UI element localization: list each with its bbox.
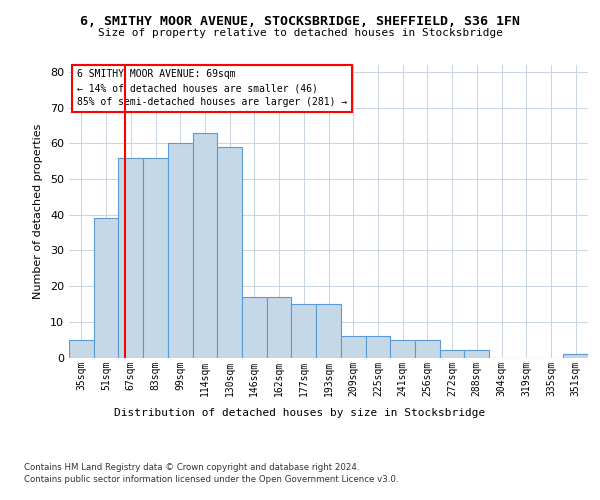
- Bar: [267, 297, 292, 358]
- Bar: [292, 304, 316, 358]
- Bar: [242, 297, 267, 358]
- Bar: [118, 158, 143, 358]
- Text: Contains public sector information licensed under the Open Government Licence v3: Contains public sector information licen…: [24, 475, 398, 484]
- Bar: [217, 147, 242, 358]
- Bar: [143, 158, 168, 358]
- Bar: [390, 340, 415, 357]
- Text: 6, SMITHY MOOR AVENUE, STOCKSBRIDGE, SHEFFIELD, S36 1FN: 6, SMITHY MOOR AVENUE, STOCKSBRIDGE, SHE…: [80, 15, 520, 28]
- Bar: [365, 336, 390, 357]
- Bar: [168, 144, 193, 358]
- Text: Contains HM Land Registry data © Crown copyright and database right 2024.: Contains HM Land Registry data © Crown c…: [24, 462, 359, 471]
- Text: 6 SMITHY MOOR AVENUE: 69sqm
← 14% of detached houses are smaller (46)
85% of sem: 6 SMITHY MOOR AVENUE: 69sqm ← 14% of det…: [77, 70, 347, 108]
- Bar: [316, 304, 341, 358]
- Bar: [415, 340, 440, 357]
- Bar: [94, 218, 118, 358]
- Bar: [193, 133, 217, 358]
- Bar: [563, 354, 588, 358]
- Text: Size of property relative to detached houses in Stocksbridge: Size of property relative to detached ho…: [97, 28, 503, 38]
- Bar: [464, 350, 489, 358]
- Bar: [440, 350, 464, 358]
- Y-axis label: Number of detached properties: Number of detached properties: [33, 124, 43, 299]
- Bar: [69, 340, 94, 357]
- Bar: [341, 336, 365, 357]
- Text: Distribution of detached houses by size in Stocksbridge: Distribution of detached houses by size …: [115, 408, 485, 418]
